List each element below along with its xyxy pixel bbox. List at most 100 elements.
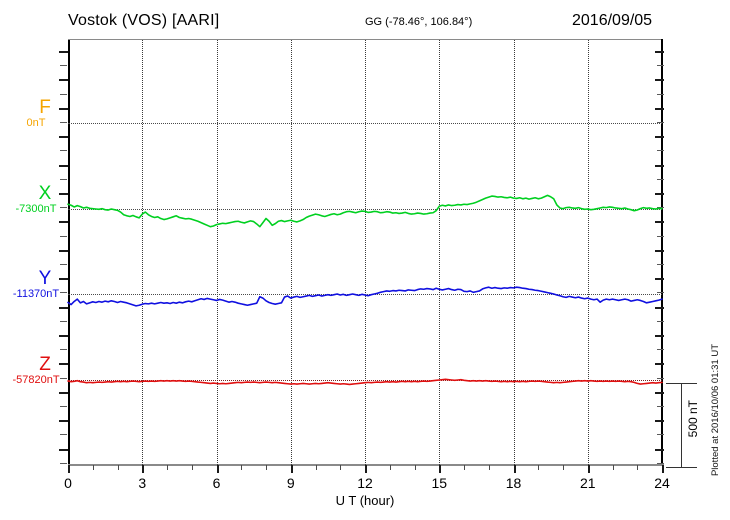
x-tick-hour-21 <box>587 465 590 473</box>
component-baseline-Z: -57820nT <box>12 374 60 386</box>
x-tick-hour-19 <box>538 465 540 470</box>
y-tick <box>657 292 664 293</box>
y-tick <box>60 65 67 66</box>
y-tick <box>60 378 67 379</box>
x-tick-hour-24 <box>662 465 664 473</box>
x-tick-hour-4 <box>167 465 168 470</box>
reference-line-F <box>68 123 662 124</box>
y-tick <box>655 79 664 81</box>
y-tick <box>657 207 664 208</box>
x-tick-hour-7 <box>241 465 243 470</box>
y-tick <box>59 79 68 81</box>
y-tick <box>655 335 664 337</box>
y-tick <box>59 193 68 195</box>
y-tick <box>657 150 664 151</box>
gridline-hour-6 <box>216 40 218 465</box>
x-tick-hour-1 <box>92 465 94 470</box>
y-tick <box>59 307 68 309</box>
x-tick-hour-0 <box>68 465 70 473</box>
y-tick <box>655 250 664 252</box>
y-tick <box>655 392 664 394</box>
x-tick-label-6: 6 <box>212 475 221 491</box>
component-baseline-Y: -11370nT <box>12 288 60 300</box>
x-tick-label-15: 15 <box>431 475 448 491</box>
x-tick-hour-15 <box>439 465 442 473</box>
x-tick-hour-11 <box>340 465 342 470</box>
x-tick-hour-23 <box>637 465 639 470</box>
y-tick <box>59 363 68 365</box>
x-tick-hour-16 <box>464 465 465 470</box>
y-tick <box>60 463 67 464</box>
y-tick <box>655 108 664 110</box>
y-tick <box>59 335 68 337</box>
y-tick <box>60 349 67 350</box>
y-tick <box>655 307 664 309</box>
plot-top-border <box>68 39 663 40</box>
y-tick <box>60 406 67 407</box>
y-tick <box>657 264 664 265</box>
scale-bar <box>681 383 682 468</box>
x-tick-hour-2 <box>117 465 119 470</box>
y-tick <box>657 349 664 350</box>
scale-bar-top-cap <box>666 383 697 384</box>
geographic-coordinates: GG (-78.46°, 106.84°) <box>365 16 473 28</box>
component-letter-Z: Z <box>39 354 51 375</box>
x-tick-label-12: 12 <box>357 475 373 491</box>
gridline-hour-18 <box>513 40 515 465</box>
y-tick <box>60 207 67 208</box>
reference-line-Z <box>68 380 662 381</box>
y-tick <box>60 236 67 237</box>
scale-bar-label: 500 nT <box>686 400 700 438</box>
component-letter-F: F <box>39 97 51 118</box>
x-tick-hour-6 <box>216 465 219 473</box>
plotted-timestamp: Plotted at 2016/10/06 01:31 UT <box>710 344 721 477</box>
y-tick <box>59 278 68 280</box>
y-tick <box>59 250 68 252</box>
x-tick-hour-8 <box>266 465 267 470</box>
y-tick <box>657 406 664 407</box>
x-tick-hour-20 <box>563 465 564 470</box>
y-tick <box>655 278 664 280</box>
y-tick <box>655 136 664 138</box>
x-tick-hour-12 <box>365 465 367 473</box>
component-baseline-X: -7300nT <box>15 203 57 215</box>
y-tick <box>59 449 68 451</box>
y-tick <box>655 165 664 167</box>
y-tick <box>60 434 67 435</box>
y-tick <box>60 179 67 180</box>
y-tick <box>657 236 664 237</box>
y-tick <box>657 434 664 435</box>
x-tick-hour-5 <box>191 465 193 470</box>
x-tick-label-24: 24 <box>654 475 670 491</box>
x-tick-label-9: 9 <box>286 475 295 491</box>
x-tick-hour-18 <box>513 465 516 473</box>
y-tick <box>59 420 68 422</box>
x-tick-label-3: 3 <box>138 475 147 491</box>
component-letter-Y: Y <box>38 268 52 289</box>
y-tick <box>655 221 664 223</box>
gridline-hour-21 <box>587 40 589 465</box>
y-tick <box>59 108 68 110</box>
observation-date: 2016/09/05 <box>572 12 653 29</box>
y-tick <box>59 165 68 167</box>
y-tick <box>59 51 68 53</box>
x-axis-title: U T (hour) <box>335 493 395 508</box>
station-title: Vostok (VOS) [AARI] <box>68 12 220 29</box>
y-tick <box>59 136 68 138</box>
y-tick <box>655 420 664 422</box>
x-tick-hour-22 <box>612 465 614 470</box>
y-tick <box>655 51 664 53</box>
x-tick-label-18: 18 <box>505 475 522 491</box>
y-tick <box>657 463 664 464</box>
y-tick <box>60 292 67 293</box>
component-baseline-F: 0nT <box>26 117 46 129</box>
x-tick-hour-17 <box>488 465 490 470</box>
x-tick-hour-14 <box>414 465 416 470</box>
y-tick <box>60 150 67 151</box>
y-tick <box>657 65 664 66</box>
y-tick <box>59 392 68 394</box>
gridline-hour-12 <box>365 40 366 465</box>
y-tick <box>655 363 664 365</box>
x-tick-label-21: 21 <box>579 475 596 491</box>
